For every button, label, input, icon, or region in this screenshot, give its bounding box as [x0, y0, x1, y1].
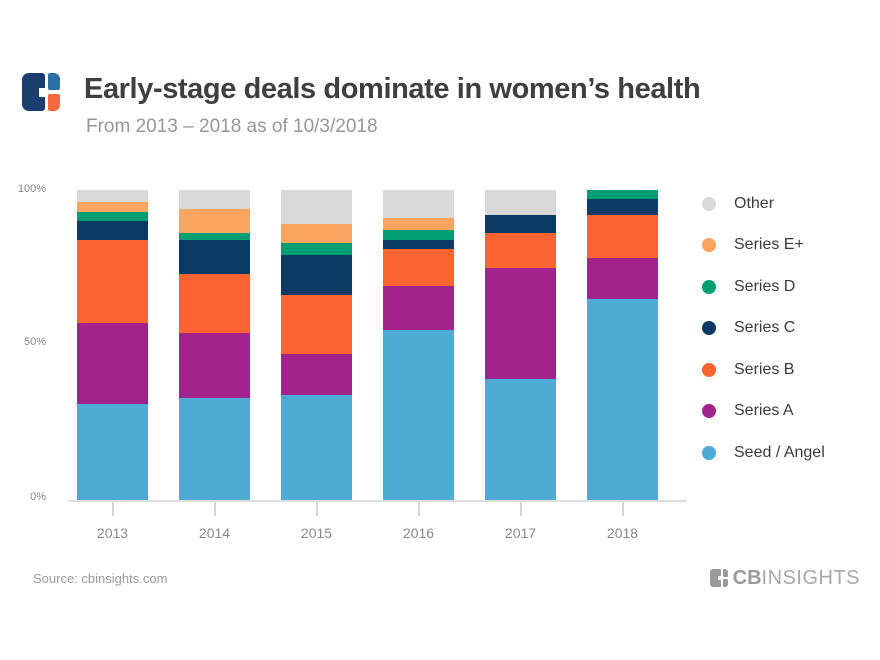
- y-axis-label-50: 50%: [23, 336, 46, 348]
- legend-item-series-b: Series B: [702, 349, 825, 391]
- legend-item-series-c: Series C: [702, 308, 825, 350]
- legend-dot-icon: [702, 321, 716, 336]
- bar-segment-2014-series-e+: [179, 208, 250, 234]
- x-axis-tick-2018: [621, 502, 624, 516]
- logo-c-shape: [22, 73, 45, 111]
- legend-label: Series C: [734, 319, 796, 337]
- chart-subtitle: From 2013 – 2018 as of 10/3/2018: [86, 116, 378, 137]
- brand-insights-text: INSIGHTS: [761, 566, 860, 589]
- bar-segment-2013-series-d: [77, 211, 148, 221]
- bar-segment-2013-seed-angel: [77, 403, 148, 500]
- legend-label: Series D: [734, 277, 796, 295]
- legend-item-seed-angel: Seed / Angel: [702, 432, 825, 474]
- stacked-bar-2014: [179, 190, 250, 500]
- bar-segment-2015-series-a: [281, 354, 352, 395]
- legend-dot-icon: [702, 404, 716, 419]
- logo-c-notch: [39, 88, 45, 97]
- legend-item-other: Other: [702, 183, 825, 225]
- bar-segment-2013-series-e+: [77, 202, 148, 212]
- cbinsights-wordmark: CB INSIGHTS: [709, 566, 860, 590]
- y-axis-label-100: 100%: [17, 183, 46, 195]
- logo-orange-square: [48, 94, 60, 111]
- bar-segment-2016-seed-angel: [383, 329, 454, 500]
- bar-segment-2016-series-a: [383, 286, 454, 330]
- x-axis-label-2017: 2017: [504, 525, 537, 541]
- legend-dot-icon: [702, 238, 716, 253]
- bar-segment-2015-series-c: [281, 255, 352, 296]
- bar-segment-2017-series-a: [485, 267, 556, 380]
- legend-label: Series B: [734, 360, 795, 378]
- x-axis-label-2013: 2013: [96, 525, 129, 541]
- bar-segment-2014-series-b: [179, 273, 250, 333]
- bar-segment-2018-series-c: [587, 199, 658, 215]
- bar-segment-2014-series-d: [179, 233, 250, 240]
- bar-segment-2015-series-e+: [281, 224, 352, 243]
- bar-segment-2014-series-c: [179, 239, 250, 274]
- x-axis-tick-2015: [315, 502, 318, 516]
- brand-cb-text: CB: [732, 566, 762, 589]
- bar-segment-2016-series-e+: [383, 217, 454, 231]
- legend-item-series-a: Series A: [702, 391, 825, 433]
- x-axis-label-2015: 2015: [300, 525, 333, 541]
- stacked-bar-2016: [383, 190, 454, 500]
- bar-segment-2015-seed-angel: [281, 394, 352, 500]
- bar-segment-2013-series-a: [77, 323, 148, 404]
- bar-segment-2016-series-c: [383, 239, 454, 249]
- legend-label: Seed / Angel: [734, 443, 825, 461]
- legend-dot-icon: [702, 279, 716, 294]
- stacked-bar-2018: [587, 190, 658, 500]
- bar-segment-2018-series-b: [587, 214, 658, 259]
- legend-label: Series A: [734, 402, 794, 420]
- stacked-bar-2015: [281, 190, 352, 500]
- bar-segment-2014-seed-angel: [179, 397, 250, 500]
- bar-segment-2018-series-a: [587, 258, 658, 299]
- bar-segment-2016-series-b: [383, 248, 454, 287]
- bar-segment-2017-seed-angel: [485, 379, 556, 500]
- bar-segment-2014-other: [179, 190, 250, 209]
- bar-segment-2013-series-c: [77, 221, 148, 240]
- x-axis-label-2014: 2014: [198, 525, 231, 541]
- stacked-bar-2013: [77, 190, 148, 500]
- x-axis-tick-2016: [417, 502, 420, 516]
- legend-dot-icon: [702, 362, 716, 377]
- legend-item-series-d: Series D: [702, 266, 825, 308]
- chart-title: Early-stage deals dominate in women’s he…: [84, 73, 701, 105]
- bar-segment-2015-other: [281, 190, 352, 225]
- legend: Other Series E+ Series D Series C Series B Se…: [702, 183, 825, 474]
- x-axis-label-2016: 2016: [402, 525, 435, 541]
- cbinsights-logo-icon: [22, 73, 60, 111]
- logo-blue-square: [48, 73, 60, 90]
- bar-segment-2017-series-b: [485, 233, 556, 268]
- bar-segment-2015-series-b: [281, 295, 352, 355]
- legend-label: Series E+: [734, 236, 804, 254]
- legend-item-series-e+: Series E+: [702, 225, 825, 267]
- bar-segment-2013-other: [77, 190, 148, 203]
- x-axis-tick-2013: [111, 502, 114, 516]
- bar-segment-2018-seed-angel: [587, 298, 658, 500]
- stacked-bar-2017: [485, 190, 556, 500]
- bar-segment-2015-series-d: [281, 242, 352, 256]
- bar-segment-2017-series-c: [485, 214, 556, 234]
- bar-segment-2014-series-a: [179, 332, 250, 398]
- y-axis-label-0: 0%: [30, 491, 46, 503]
- x-axis-label-2018: 2018: [606, 525, 639, 541]
- plot-area: [68, 190, 687, 502]
- legend-label: Other: [734, 194, 775, 212]
- bar-segment-2013-series-b: [77, 239, 148, 324]
- source-text: Source: cbinsights.com: [33, 571, 168, 586]
- legend-dot-icon: [702, 196, 716, 211]
- cbinsights-glyph-icon: [709, 569, 728, 587]
- bar-segment-2016-series-d: [383, 230, 454, 240]
- bar-segment-2017-other: [485, 190, 556, 215]
- bar-segment-2018-series-d: [587, 190, 658, 200]
- x-axis-tick-2014: [213, 502, 216, 516]
- legend-dot-icon: [702, 445, 716, 460]
- bar-segment-2016-other: [383, 190, 454, 218]
- x-axis-tick-2017: [519, 502, 522, 516]
